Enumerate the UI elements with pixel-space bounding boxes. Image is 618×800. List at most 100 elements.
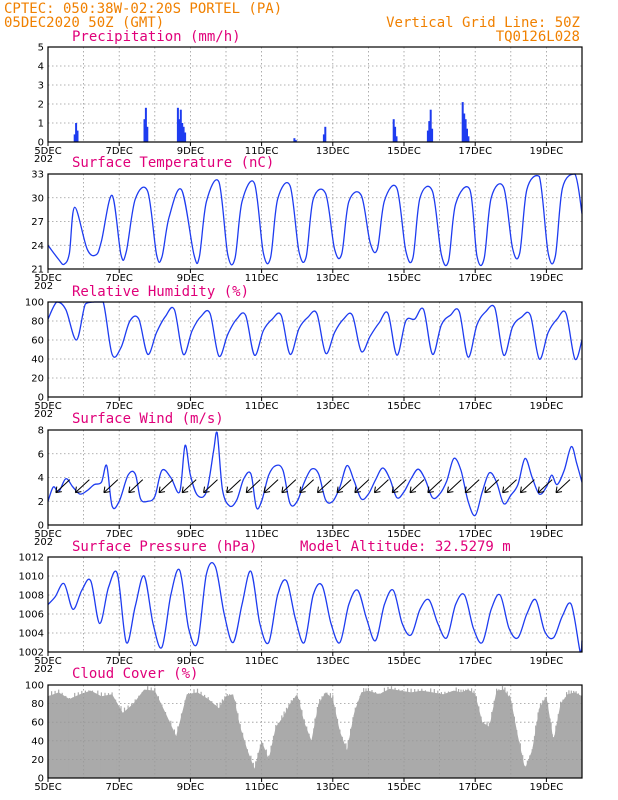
precip-bar xyxy=(426,130,429,142)
y-tick-label: 6 xyxy=(38,449,44,460)
wind-arrow-head xyxy=(74,486,82,494)
y-tick-label: 1004 xyxy=(19,629,44,640)
wind-arrow-head xyxy=(158,486,166,494)
x-tick-label: 11DEC xyxy=(245,401,279,412)
x-tick-label: 9DEC xyxy=(177,401,204,412)
precip-bar xyxy=(466,128,468,142)
x-tick-label: 19DEC xyxy=(530,529,564,540)
wind-arrow xyxy=(55,479,71,493)
wind-arrow-head xyxy=(464,486,472,494)
x-tick-label: 19DEC xyxy=(530,273,564,284)
y-tick-label: 1002 xyxy=(19,648,44,659)
wind-arrow xyxy=(317,479,332,493)
y-tick-label: 2 xyxy=(38,497,44,508)
y-tick-label: 5 xyxy=(38,43,44,54)
y-tick-label: 100 xyxy=(25,681,44,692)
x-tick-label: 17DEC xyxy=(458,401,492,412)
header-run-date: 05DEC2020 50Z (GMT) xyxy=(4,15,164,31)
rh-line xyxy=(47,301,583,361)
x-tick-label: 15DEC xyxy=(387,782,421,793)
precip-bar xyxy=(429,109,432,142)
y-tick-label: 20 xyxy=(31,374,44,385)
y-tick-label: 40 xyxy=(31,736,44,747)
y-tick-label: 20 xyxy=(31,755,44,766)
precip-bar xyxy=(181,123,184,142)
x-tick-label: 17DEC xyxy=(458,146,492,157)
wind-arrow-head xyxy=(373,486,381,494)
wind-arrow xyxy=(245,479,261,493)
precip-bar xyxy=(146,126,149,142)
wind-arrow xyxy=(520,479,535,493)
precip-bar xyxy=(144,107,147,142)
wind-arrow-head xyxy=(128,486,135,494)
y-tick-label: 60 xyxy=(31,336,44,347)
wind-arrow-head xyxy=(391,486,399,494)
x-tick-label: 11DEC xyxy=(245,656,279,667)
x-tick-label: 15DEC xyxy=(387,529,421,540)
wind-arrow xyxy=(464,479,480,493)
x-tick-label: 17DEC xyxy=(458,782,492,793)
wind-panel: 0 2 4 6 8 5DEC 7DEC 9DEC 11DEC 13DEC 15DEC 17DEC 19D… xyxy=(34,426,583,548)
precip-bar xyxy=(431,128,434,142)
x-year-fragment: 202 xyxy=(34,409,53,420)
x-tick-label: 13DEC xyxy=(316,529,350,540)
y-tick-label: 1012 xyxy=(19,553,44,564)
model-altitude-note: Model Altitude: 32.5279 m xyxy=(300,539,511,555)
x-tick-label: 11DEC xyxy=(245,782,279,793)
precip-bar xyxy=(293,138,296,142)
y-tick-label: 3 xyxy=(38,81,44,92)
precip-bar xyxy=(428,121,431,142)
wind-arrow xyxy=(447,479,462,493)
x-tick-label: 9DEC xyxy=(177,529,204,540)
x-tick-label: 15DEC xyxy=(387,146,421,157)
y-tick-label: 0 xyxy=(38,393,44,404)
wind-arrow xyxy=(555,479,571,493)
x-tick-label: 9DEC xyxy=(177,273,204,284)
precip-title: Precipitation (mm/h) xyxy=(72,29,241,45)
x-tick-label: 11DEC xyxy=(245,146,279,157)
wind-arrow-head xyxy=(446,486,454,494)
wind-arrow-head xyxy=(281,486,288,494)
x-year-fragment: 202 xyxy=(34,664,53,675)
humidity-title: Relative Humidity (%) xyxy=(72,284,249,300)
x-tick-label: 13DEC xyxy=(316,656,350,667)
wind-arrow xyxy=(158,479,174,493)
x-tick-label: 15DEC xyxy=(387,273,421,284)
x-tick-label: 7DEC xyxy=(106,782,133,793)
wind-arrow-head xyxy=(484,486,491,494)
y-tick-label: 40 xyxy=(31,355,44,366)
wind-line xyxy=(47,431,583,517)
wind-arrow xyxy=(502,479,517,493)
precipitation-panel: 0 1 2 3 4 5 5DEC 7DEC 9DEC 11DEC 13DEC 15DEC 17DEC 19… xyxy=(34,43,583,165)
wind-arrow xyxy=(75,479,90,493)
x-tick-label: 17DEC xyxy=(458,529,492,540)
header-station: CPTEC: 050:38W-02:20S PORTEL (PA) xyxy=(4,1,282,17)
precip-bar xyxy=(184,132,187,142)
precip-bar xyxy=(75,123,78,142)
wind-arrow xyxy=(299,479,315,493)
wind-arrow-head xyxy=(263,486,271,494)
wind-arrow xyxy=(336,479,352,493)
wind-arrow xyxy=(537,479,553,493)
wind-arrow-head xyxy=(103,486,110,494)
wind-arrow-head xyxy=(55,486,62,494)
y-tick-label: 1008 xyxy=(19,591,44,602)
wind-arrow-head xyxy=(245,486,253,494)
precip-bar xyxy=(392,119,395,142)
temp-line xyxy=(47,173,583,267)
precip-bar xyxy=(464,119,467,142)
header-model: TQ0126L028 xyxy=(496,29,580,45)
x-tick-label: 7DEC xyxy=(106,401,133,412)
wind-arrow xyxy=(427,479,443,493)
y-tick-label: 24 xyxy=(31,241,44,252)
wind-arrow xyxy=(103,479,119,493)
precip-bar xyxy=(176,107,179,142)
x-tick-label: 7DEC xyxy=(106,529,133,540)
wind-arrow-head xyxy=(336,486,344,494)
x-tick-label: 19DEC xyxy=(530,146,564,157)
y-tick-label: 0 xyxy=(38,138,44,149)
x-tick-label: 7DEC xyxy=(106,146,133,157)
precip-bar xyxy=(143,119,146,142)
precip-frame xyxy=(47,46,583,143)
wind-arrow-head xyxy=(537,486,545,494)
